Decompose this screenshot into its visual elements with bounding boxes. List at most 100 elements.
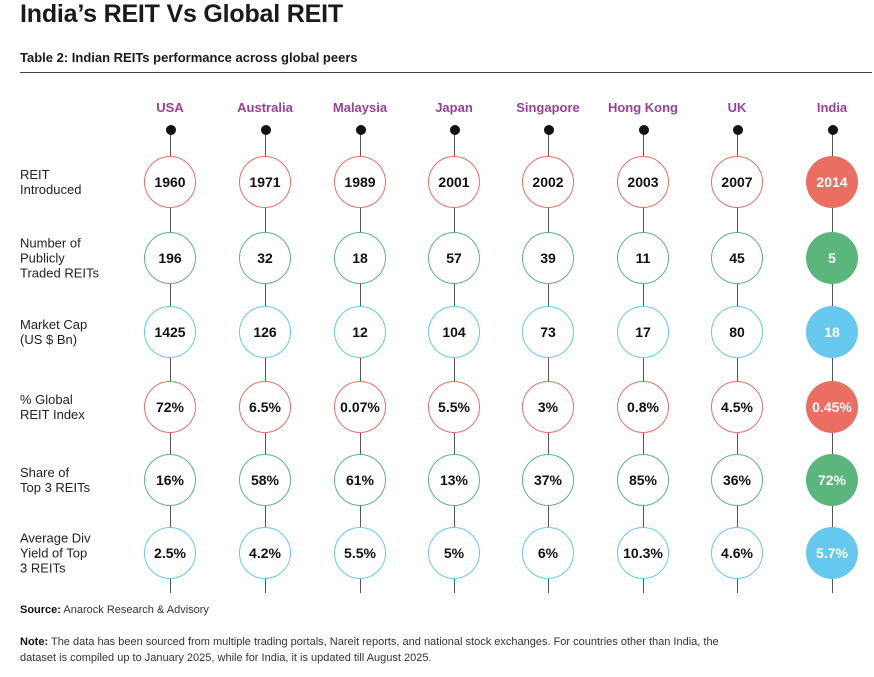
column-dot <box>543 125 554 135</box>
column-connector-line <box>832 130 833 593</box>
column-connector-line <box>737 130 738 593</box>
column-dot <box>638 125 649 135</box>
value-circle-hong-kong: 85% <box>617 454 669 506</box>
value-circle-usa: 2.5% <box>144 527 196 579</box>
row-label-line: Introduced <box>20 182 82 197</box>
row-label-line: Market Cap <box>20 317 88 332</box>
value-circle-uk: 80 <box>711 306 763 358</box>
row-label-line: Publicly <box>20 250 65 266</box>
value-circle-malaysia: 1989 <box>334 156 386 208</box>
value-circle-malaysia: 0.07% <box>334 381 386 433</box>
column-header-malaysia: Malaysia <box>332 100 388 115</box>
column-dot <box>732 125 743 135</box>
header-divider <box>20 72 872 73</box>
value-circle-singapore: 2002 <box>522 156 574 208</box>
value-circle-usa: 196 <box>144 232 196 284</box>
value-circle-india: 0.45% <box>806 381 858 433</box>
column-connector-line <box>548 130 549 593</box>
value-circle-singapore: 73 <box>522 306 574 358</box>
row-label: Share of Top 3 REITs <box>20 465 90 495</box>
row-label: REIT Introduced <box>20 167 81 197</box>
value-circle-australia: 4.2% <box>239 527 291 579</box>
row-label-line: Top 3 REITs <box>20 480 91 495</box>
column-dot <box>260 125 271 135</box>
column-connector-line <box>360 130 361 593</box>
column-connector-line <box>170 130 171 593</box>
value-circle-uk: 2007 <box>711 156 763 208</box>
value-circle-australia: 6.5% <box>239 381 291 433</box>
source-prefix: Source: <box>20 604 61 616</box>
value-circle-singapore: 37% <box>522 454 574 506</box>
value-circle-singapore: 39 <box>522 232 574 284</box>
value-circle-hong-kong: 0.8% <box>617 381 669 433</box>
value-circle-japan: 57 <box>428 232 480 284</box>
column-header-singapore: Singapore <box>516 100 580 115</box>
value-circle-uk: 4.6% <box>711 527 763 579</box>
value-circle-japan: 2001 <box>428 156 480 208</box>
value-circle-australia: 58% <box>239 454 291 506</box>
value-circle-australia: 1971 <box>239 156 291 208</box>
row-label-line: Number of <box>20 235 81 251</box>
value-circle-japan: 13% <box>428 454 480 506</box>
value-circle-usa: 1425 <box>144 306 196 358</box>
row-label-line: Share of <box>20 465 70 480</box>
value-circle-japan: 5.5% <box>428 381 480 433</box>
value-circle-hong-kong: 17 <box>617 306 669 358</box>
value-circle-japan: 5% <box>428 527 480 579</box>
row-label-line: Traded REITs <box>20 265 99 281</box>
value-circle-hong-kong: 2003 <box>617 156 669 208</box>
value-circle-singapore: 3% <box>522 381 574 433</box>
column-header-hong-kong: Hong Kong <box>607 100 679 115</box>
note-line: Note: The data has been sourced from mul… <box>20 634 740 666</box>
value-circle-uk: 45 <box>711 232 763 284</box>
value-circle-uk: 4.5% <box>711 381 763 433</box>
column-header-india: India <box>816 100 848 115</box>
row-label: Average Div Yield of Top 3 REITs <box>20 531 91 576</box>
row-label: Market Cap (US $ Bn) <box>20 317 87 347</box>
value-circle-malaysia: 12 <box>334 306 386 358</box>
column-dot <box>355 125 366 135</box>
value-circle-japan: 104 <box>428 306 480 358</box>
row-label: % Global REIT Index <box>20 392 85 422</box>
row-label-line: Average Div <box>20 530 91 546</box>
column-connector-line <box>454 130 455 593</box>
column-dot <box>449 125 460 135</box>
value-circle-india: 5.7% <box>806 527 858 579</box>
column-connector-line <box>643 130 644 593</box>
column-connector-line <box>265 130 266 593</box>
value-circle-india: 5 <box>806 232 858 284</box>
value-circle-malaysia: 18 <box>334 232 386 284</box>
note-text: The data has been sourced from multiple … <box>20 636 719 664</box>
source-line: Source: Anarock Research & Advisory <box>20 604 209 616</box>
column-header-japan: Japan <box>435 100 473 115</box>
value-circle-usa: 1960 <box>144 156 196 208</box>
value-circle-india: 18 <box>806 306 858 358</box>
value-circle-malaysia: 61% <box>334 454 386 506</box>
row-label-line: 3 REITs <box>20 560 66 576</box>
row-label-line: Yield of Top <box>20 545 88 561</box>
value-circle-uk: 36% <box>711 454 763 506</box>
column-header-uk: UK <box>727 100 747 115</box>
value-circle-usa: 72% <box>144 381 196 433</box>
value-circle-singapore: 6% <box>522 527 574 579</box>
note-prefix: Note: <box>20 636 49 648</box>
row-label-line: REIT <box>20 167 50 182</box>
row-label: Number of Publicly Traded REITs <box>20 236 99 281</box>
value-circle-india: 2014 <box>806 156 858 208</box>
value-circle-hong-kong: 10.3% <box>617 527 669 579</box>
value-circle-malaysia: 5.5% <box>334 527 386 579</box>
value-circle-usa: 16% <box>144 454 196 506</box>
value-circle-australia: 32 <box>239 232 291 284</box>
source-text: Anarock Research & Advisory <box>63 604 209 616</box>
row-label-line: % Global <box>20 392 73 407</box>
value-circle-australia: 126 <box>239 306 291 358</box>
page-title: India’s REIT Vs Global REIT <box>20 0 343 28</box>
column-dot <box>165 125 176 135</box>
row-label-line: REIT Index <box>20 407 85 422</box>
row-label-line: (US $ Bn) <box>20 332 78 347</box>
value-circle-hong-kong: 11 <box>617 232 669 284</box>
column-header-usa: USA <box>156 100 184 115</box>
column-header-australia: Australia <box>237 100 293 115</box>
table-subtitle: Table 2: Indian REITs performance across… <box>20 50 358 65</box>
column-dot <box>827 125 838 135</box>
